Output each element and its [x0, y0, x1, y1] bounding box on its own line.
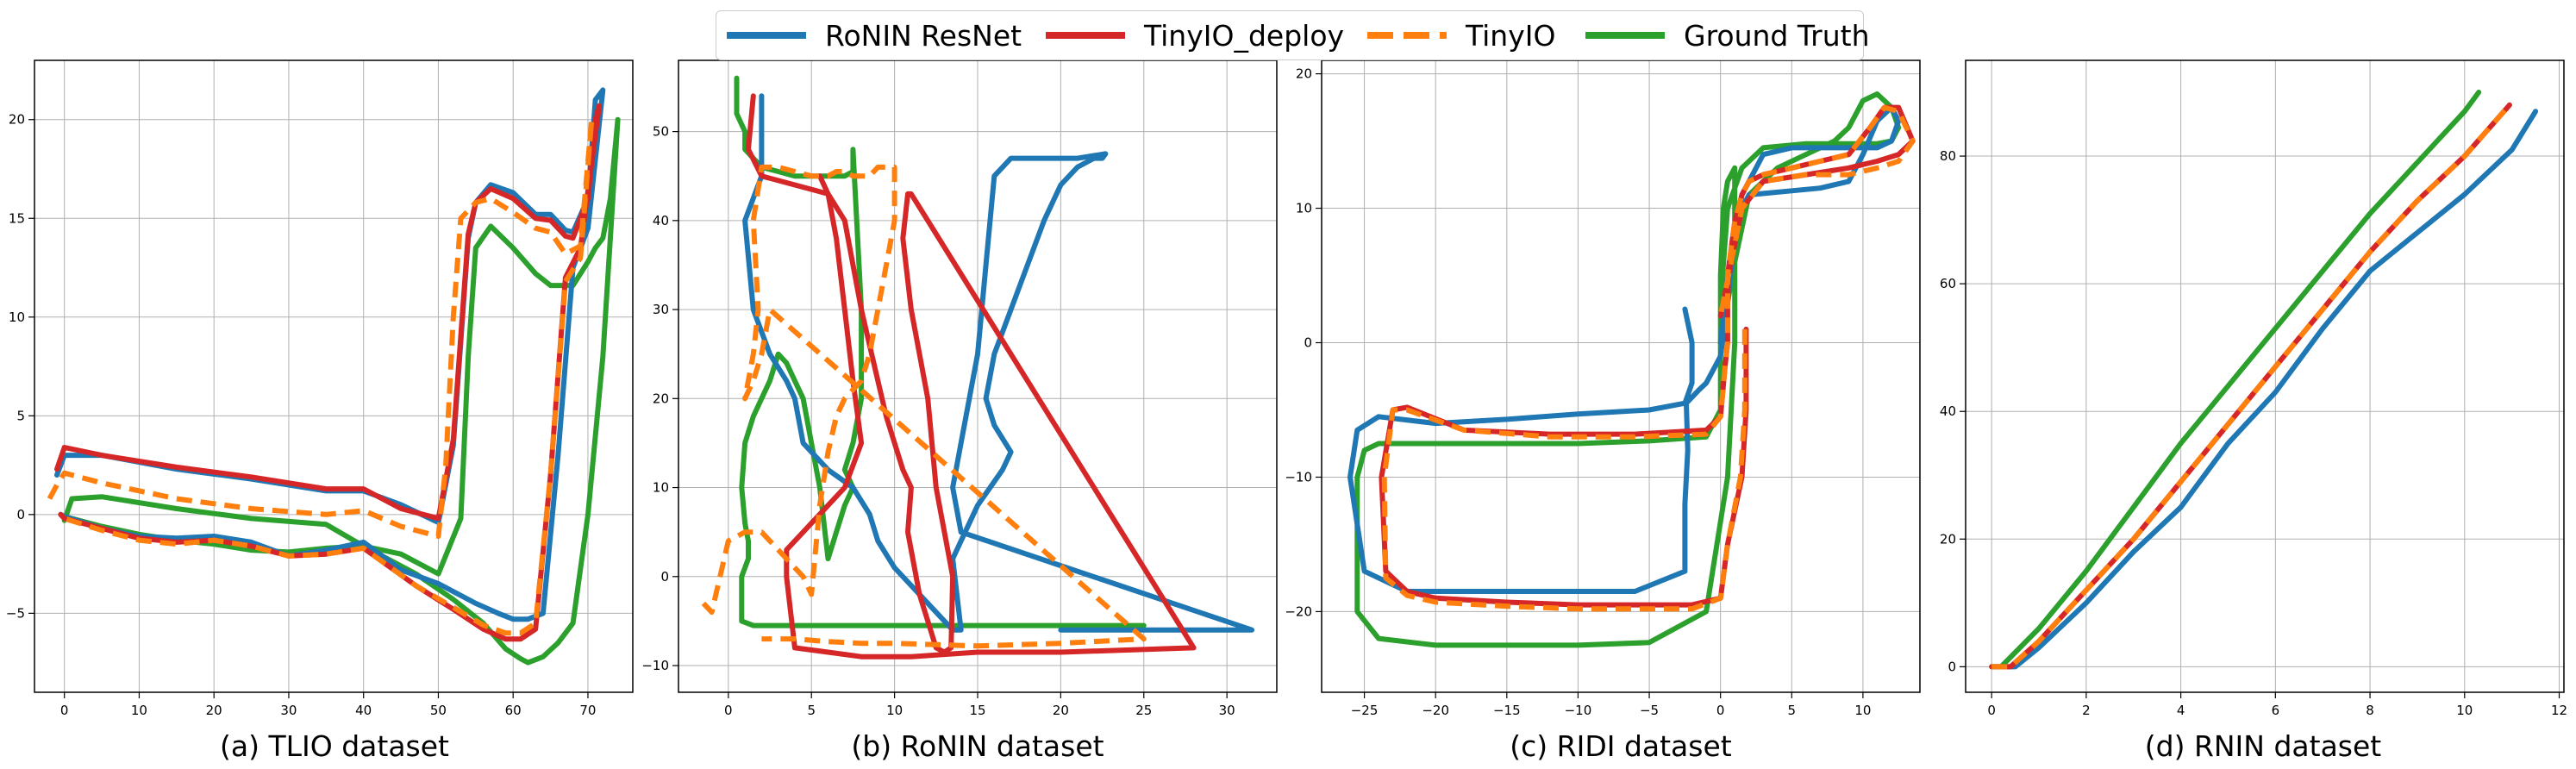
y-tick-label: 20	[653, 391, 669, 406]
series-line-tinyio	[701, 164, 1147, 649]
legend-item-ronin-resnet: RoNIN ResNet	[727, 11, 1022, 59]
x-tick-label: 6	[2272, 703, 2280, 718]
y-tick-label: 10	[1296, 201, 1312, 216]
series-line-ronin-resnet	[1347, 104, 1902, 594]
caption-panel-c: (c) RIDI dataset	[1510, 729, 1732, 763]
legend-swatch-ground-truth	[1585, 32, 1665, 39]
caption-panel-b: (b) RoNIN dataset	[851, 729, 1104, 763]
y-tick-label: 20	[1940, 531, 1956, 547]
series-line-tinyio-deploy	[746, 93, 1197, 660]
legend-label-ground-truth: Ground Truth	[1684, 18, 1870, 53]
series-group	[1347, 91, 1916, 648]
x-tick-label: 0	[724, 703, 733, 718]
y-tick-label: 5	[16, 408, 25, 423]
y-tick-label: 50	[653, 124, 669, 140]
y-tick-label: 0	[660, 569, 669, 585]
x-tick-label: 15	[969, 703, 985, 718]
y-tick-label: −10	[1285, 469, 1312, 485]
series-group	[1989, 90, 2539, 670]
legend-item-tinyio: TinyIO	[1367, 11, 1555, 59]
legend-label-tinyio: TinyIO	[1466, 18, 1556, 53]
axes-frame	[678, 59, 1278, 693]
x-tick-label: −25	[1351, 703, 1379, 718]
x-tick-label: −15	[1493, 703, 1521, 718]
x-tick-label: 40	[355, 703, 372, 718]
x-tick-label: 12	[2551, 703, 2567, 718]
x-tick-label: 50	[430, 703, 447, 718]
x-tick-label: 10	[1854, 703, 1871, 718]
x-tick-label: 20	[1053, 703, 1069, 718]
x-tick-label: 60	[505, 703, 522, 718]
y-tick-label: 30	[653, 302, 669, 317]
legend-swatch-tinyio-deploy	[1046, 32, 1125, 39]
legend-item-tinyio-deploy: TinyIO_deploy	[1046, 11, 1344, 59]
y-tick-label: 20	[9, 112, 25, 128]
series-line-tinyio-deploy	[54, 103, 602, 642]
x-tick-label: −20	[1422, 703, 1449, 718]
y-tick-label: −10	[641, 658, 669, 673]
series-line-tinyio	[1381, 104, 1916, 612]
caption-panel-d: (d) RNIN dataset	[2144, 729, 2382, 763]
x-tick-label: −5	[1640, 703, 1659, 718]
series-line-ground-truth	[1989, 90, 2482, 670]
x-tick-label: 0	[1987, 703, 1996, 718]
x-tick-label: 30	[1219, 703, 1235, 718]
series-line-tinyio-deploy	[1379, 104, 1916, 608]
panel-c: −25 −20 −15 −10 −5 0 5 10 −20 −10 0 10 20	[1285, 59, 1921, 718]
x-tick-label: −10	[1565, 703, 1592, 718]
y-tick-label: 40	[653, 213, 669, 228]
series-line-ronin-resnet	[742, 93, 1255, 633]
x-tick-label: 30	[280, 703, 297, 718]
y-tick-label: 15	[9, 210, 25, 226]
panel-d: 0 2 4 6 8 10 12 0 20 40 60 80	[1940, 59, 2567, 718]
axes-frame	[1321, 59, 1921, 693]
x-tick-label: 0	[1716, 703, 1725, 718]
x-tick-label: 2	[2082, 703, 2091, 718]
series-line-ground-truth	[61, 116, 621, 666]
y-tick-label: 0	[1948, 659, 1956, 674]
x-tick-label: 8	[2366, 703, 2374, 718]
x-tick-label: 0	[60, 703, 69, 718]
x-tick-label: 25	[1135, 703, 1152, 718]
x-tick-label: 10	[131, 703, 147, 718]
axes-frame	[1965, 59, 2565, 693]
series-group	[47, 87, 621, 666]
x-tick-label: 4	[2177, 703, 2185, 718]
series-line-tinyio	[47, 116, 595, 636]
x-tick-label: 20	[206, 703, 222, 718]
panel-a: 0 10 20 30 40 50 60 70 −5 0 5 10 15 20	[6, 59, 634, 718]
y-tick-label: 60	[1940, 276, 1956, 291]
legend-label-tinyio-deploy: TinyIO_deploy	[1144, 18, 1345, 53]
y-tick-label: −20	[1285, 603, 1312, 619]
legend-label-ronin-resnet: RoNIN ResNet	[825, 18, 1022, 53]
y-tick-label: 0	[16, 507, 25, 522]
y-tick-label: 20	[1296, 66, 1312, 82]
x-tick-label: 70	[579, 703, 596, 718]
x-tick-label: 10	[2456, 703, 2473, 718]
y-tick-label: 80	[1940, 148, 1956, 164]
y-tick-label: 0	[1304, 335, 1312, 351]
x-tick-label: 10	[886, 703, 903, 718]
panel-b: 0 5 10 15 20 25 30 −10 0 10 20 30 40 50	[641, 59, 1278, 718]
legend-swatch-tinyio	[1367, 32, 1447, 39]
caption-panel-a: (a) TLIO dataset	[220, 729, 449, 763]
legend-item-ground-truth: Ground Truth	[1585, 11, 1870, 59]
x-tick-label: 5	[1788, 703, 1797, 718]
series-group	[701, 75, 1255, 660]
series-line-tinyio	[1991, 103, 2512, 670]
legend-swatch-ronin-resnet	[727, 32, 806, 39]
y-tick-label: −5	[6, 605, 25, 621]
y-tick-label: 40	[1940, 403, 1956, 419]
series-line-ronin-resnet	[1989, 109, 2539, 670]
legend: RoNIN ResNet TinyIO_deploy TinyIO Ground…	[716, 10, 1870, 60]
x-tick-label: 5	[807, 703, 816, 718]
y-tick-label: 10	[9, 309, 25, 325]
axes-frame	[34, 59, 634, 693]
y-tick-label: 10	[653, 480, 669, 496]
series-line-ground-truth	[734, 75, 1147, 628]
